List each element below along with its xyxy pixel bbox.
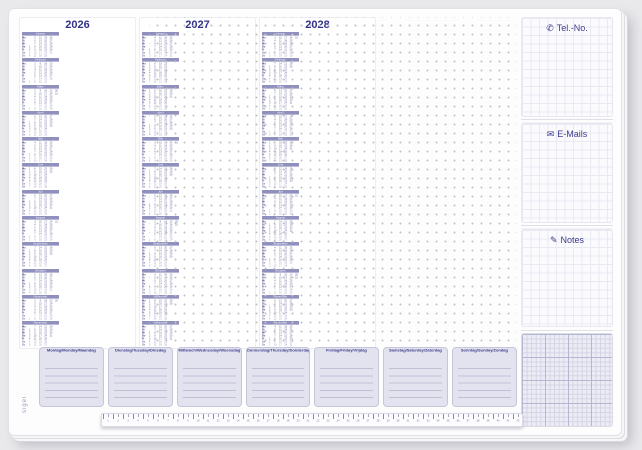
month-block: Dezember Mo 7 14 21 28 Di 1 8 15 22 29 Mi 2 9 16 23 30 Do 3… [22, 321, 133, 346]
planner-day-label: Sonntag/Sunday/Zondag [461, 348, 509, 353]
month-block: Oktober Mo 5 12 19 26 Di 6 13 20 27 Mi 7 14 21 28 Do 1 8 15… [22, 268, 133, 294]
tel-no-section: ✆ Tel.-No. [521, 17, 613, 117]
month-block: Februar Mo 2 9 16 23 Di 3 10 17 24 Mi 4 11 18 25 Do 5 12 19… [22, 58, 133, 83]
month-block: September Mo 7 14 21 28 Di 1 8 15 22 29 Mi 2 9 16 23 30 Do… [22, 242, 133, 267]
planner-day-label: Montag/Monday/Maandag [46, 348, 96, 353]
month-block: Juni Mo 1 8 15 22 29 Di 2 9 16 23 30 Mi 3 10 17 24 Do 4 11 18… [22, 163, 133, 188]
planner-day-box: Donnerstag/Thursday/Donderdag [245, 347, 311, 407]
planner-day-box: Freitag/Friday/Vrijdag [314, 347, 380, 407]
pencil-icon: ✎ [549, 235, 558, 245]
planner-ruled-lines [113, 362, 167, 403]
emails-section: ✉ E-Mails [521, 123, 613, 223]
phone-icon: ✆ [546, 23, 554, 33]
weekly-planner: Montag/Monday/Maandag Dienstag/Tuesday/Di… [39, 347, 518, 407]
planner-day-label: Freitag/Friday/Vrijdag [326, 348, 368, 353]
year-calendar-2026: 2026 Januar Mo 5 12 19 26 Di 6 13 20 27 Mi 7 14 21 28 Do 1… [19, 17, 136, 349]
planner-ruled-lines [45, 362, 98, 403]
dot-grid-notes-area [149, 17, 517, 347]
month-block: März Mo 2 9 16 23 30 Di 3 10 17 24 31 Mi 4 11 18 25 Do 5 12 1… [22, 84, 59, 110]
emails-label: E-Mails [557, 129, 588, 139]
planner-day-label: Dienstag/Tuesday/Dinsdag [114, 348, 166, 353]
planner-day-box: Dienstag/Tuesday/Dinsdag [107, 347, 173, 407]
planner-day-box: Samstag/Saturday/Zaterdag [383, 347, 449, 407]
month-block: Mai Mo 4 11 18 25 Di 5 12 19 26 Mi 6 13 20 27 Do 7 14 21 28 F… [22, 137, 133, 162]
month-block: Juli Mo 6 13 20 27 Di 7 14 21 28 Mi 1 8 15 22 29 Do 2 9 16 23… [22, 189, 133, 215]
year-calendars-panel: 2026 Januar Mo 5 12 19 26 Di 6 13 20 27 Mi 7 14 21 28 Do 1… [19, 17, 376, 349]
planner-ruled-lines [320, 362, 374, 403]
desk-pad: 2026 Januar Mo 5 12 19 26 Di 6 13 20 27 Mi 7 14 21 28 Do 1… [8, 8, 622, 436]
ruler-numbers: 1 2 3 4 5 6 7 8 9 10 11 12 13 14 15 16 17 18 19 20 21 22 23 24 2… [107, 419, 520, 422]
sheet-edge-separator [521, 119, 613, 123]
month-block: Januar Mo 5 12 19 26 Di 6 13 20 27 Mi 7 14 21 28 Do 1 8 15 2… [22, 32, 133, 57]
month-block: April Mo 6 13 20 27 Di 7 14 21 28 Mi 1 8 15 22 29 Do 2 9 16 2… [22, 110, 133, 136]
planner-ruled-lines [182, 362, 236, 403]
notes-label: Notes [560, 235, 585, 245]
brand-logo: sigel [22, 395, 28, 413]
planner-ruled-lines [389, 362, 443, 403]
planner-day-box: Mittwoch/Wednesday/Woensdag [176, 347, 242, 407]
planner-ruled-lines [458, 362, 512, 403]
squared-grid-section [521, 333, 613, 427]
tel-no-label: Tel.-No. [556, 23, 588, 33]
planner-day-label: Samstag/Saturday/Zaterdag [389, 348, 443, 353]
envelope-icon: ✉ [546, 129, 555, 139]
month-block: August Mo 3 10 17 24 31 Di 4 11 18 25 Mi 5 12 19 26 Do 6 13… [22, 216, 59, 242]
planner-day-box: Montag/Monday/Maandag [39, 347, 104, 407]
tel-no-header: ✆ Tel.-No. [522, 18, 612, 34]
notes-section: ✎ Notes [521, 229, 613, 327]
planner-day-box: Sonntag/Sunday/Zondag [452, 347, 518, 407]
month-block: November Mo 2 9 16 23 30 Di 3 10 17 24 Mi 4 11 18 25 Do 5 1… [22, 294, 59, 320]
ruler: 1 2 3 4 5 6 7 8 9 10 11 12 13 14 15 16 17 18 19 20 21 22 23 24 2… [101, 413, 523, 427]
emails-header: ✉ E-Mails [522, 124, 612, 140]
year-label: 2026 [65, 19, 90, 31]
planner-ruled-lines [251, 362, 305, 403]
ruler-ticks [103, 414, 521, 419]
sheet-edge-separator [521, 225, 613, 229]
planner-day-label: Donnerstag/Thursday/Donderdag [246, 348, 310, 353]
planner-day-label: Mittwoch/Wednesday/Woensdag [178, 348, 241, 353]
notes-header: ✎ Notes [522, 230, 612, 246]
